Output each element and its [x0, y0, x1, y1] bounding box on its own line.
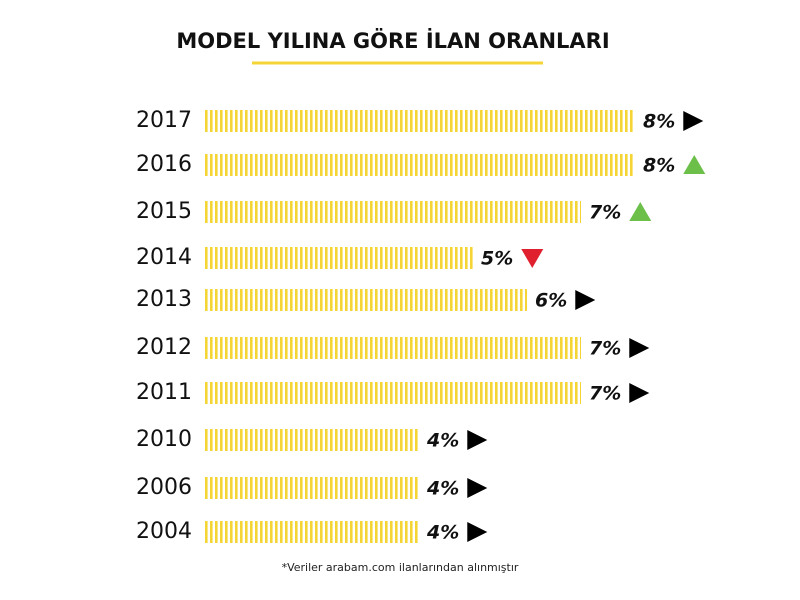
trend-arrow [629, 202, 652, 221]
trend-arrow [683, 155, 706, 174]
category-label: 2004 [136, 519, 192, 544]
bar [203, 289, 527, 311]
trend-arrow [467, 478, 488, 498]
bar [203, 429, 419, 451]
bar [203, 337, 581, 359]
footnote: *Veriler arabam.com ilanlarından alınmış… [282, 561, 519, 574]
trend-arrow [521, 249, 544, 268]
category-label: 2006 [136, 475, 192, 500]
category-label: 2015 [136, 199, 192, 224]
bar [203, 201, 581, 223]
value-label: 8% [643, 155, 675, 177]
bar [203, 247, 473, 269]
value-label: 5% [481, 248, 513, 270]
category-label: 2010 [136, 427, 192, 452]
bar [203, 154, 635, 176]
chart-title: MODEL YILINA GÖRE İLAN ORANLARI [176, 28, 609, 53]
bar [203, 477, 419, 499]
value-label: 6% [535, 290, 567, 312]
trend-arrow [467, 430, 488, 450]
value-label: 7% [589, 338, 621, 360]
trend-arrow [629, 383, 650, 403]
bar [203, 110, 635, 132]
value-label: 4% [426, 478, 459, 500]
value-label: 7% [589, 383, 621, 405]
value-label: 4% [426, 430, 459, 452]
category-label: 2014 [136, 245, 192, 270]
value-label: 4% [426, 522, 459, 544]
trend-arrow [467, 522, 488, 542]
bar [203, 382, 581, 404]
value-label: 8% [643, 111, 675, 133]
category-label: 2011 [136, 380, 192, 405]
trend-arrow [629, 338, 650, 358]
category-label: 2017 [136, 108, 192, 133]
bar [203, 521, 419, 543]
trend-arrow [575, 290, 596, 310]
value-label: 7% [589, 202, 621, 224]
category-label: 2013 [136, 287, 192, 312]
trend-arrow [683, 111, 704, 131]
category-label: 2012 [136, 335, 192, 360]
category-label: 2016 [136, 152, 192, 177]
